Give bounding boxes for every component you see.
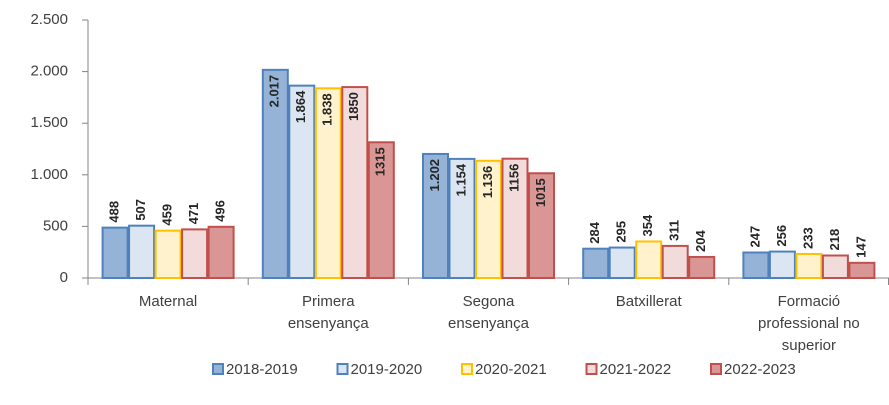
- legend-label: 2019-2020: [351, 361, 423, 378]
- bar: [688, 255, 716, 280]
- value-label: 256: [774, 225, 789, 247]
- value-label: 1156: [506, 164, 521, 192]
- bar: [635, 240, 663, 279]
- bar: [128, 224, 156, 279]
- bar: [314, 87, 342, 279]
- legend-label: 2018-2019: [226, 361, 298, 378]
- bar: [154, 229, 182, 279]
- value-label: 218: [827, 229, 842, 251]
- y-tick-label: 0: [60, 269, 68, 286]
- x-tick-label: Maternal: [139, 293, 197, 310]
- y-tick-label: 500: [43, 217, 68, 234]
- bar: [448, 157, 476, 279]
- value-label: 1850: [346, 92, 361, 121]
- bar: [661, 244, 689, 279]
- bar: [795, 252, 823, 280]
- bar: [288, 84, 316, 280]
- y-tick-label: 1.500: [30, 114, 68, 131]
- value-label: 233: [800, 227, 815, 249]
- value-label: 2.017: [267, 75, 282, 108]
- value-label: 354: [640, 214, 655, 236]
- x-tick-label: Formació professional no superior: [758, 293, 860, 354]
- bar: [422, 152, 449, 279]
- value-label: 496: [213, 200, 228, 222]
- bar: [181, 228, 209, 280]
- x-tick-label: Segona ensenyança: [448, 293, 530, 332]
- value-label: 488: [107, 201, 122, 223]
- bar: [608, 246, 636, 279]
- value-label: 1.136: [480, 166, 495, 199]
- value-label: 1.838: [320, 93, 335, 126]
- y-tick-label: 2.500: [30, 11, 68, 28]
- legend-swatch: [710, 363, 722, 375]
- legend-swatch: [336, 363, 349, 375]
- value-label: 284: [587, 221, 602, 243]
- bar: [582, 247, 610, 279]
- value-label: 1315: [373, 147, 388, 176]
- bar: [367, 141, 395, 279]
- bar: [475, 159, 502, 279]
- bar: [207, 225, 235, 280]
- y-tick-label: 2.000: [30, 63, 68, 80]
- y-tick-label: 1.000: [30, 166, 68, 183]
- value-label: 295: [614, 221, 629, 243]
- bar: [821, 254, 849, 279]
- value-label: 1.202: [427, 159, 442, 192]
- bar: [768, 250, 796, 279]
- value-label: 247: [747, 226, 762, 248]
- bar: [501, 157, 529, 280]
- value-label: 204: [693, 229, 708, 251]
- value-label: 471: [186, 203, 201, 225]
- x-tick-label: Primera ensenyança: [288, 293, 370, 332]
- legend-swatch: [212, 363, 224, 375]
- bar: [742, 251, 770, 279]
- legend-label: 2022-2023: [724, 361, 796, 378]
- legend-swatch: [585, 363, 598, 375]
- value-label: 147: [853, 236, 868, 258]
- x-tick-label: Batxillerat: [616, 293, 683, 310]
- value-label: 459: [160, 204, 175, 226]
- value-label: 1.864: [293, 90, 308, 123]
- bar: [261, 68, 289, 279]
- value-label: 507: [133, 199, 148, 221]
- legend-swatch: [461, 363, 473, 375]
- value-label: 1.154: [453, 163, 468, 196]
- bar: [848, 261, 876, 279]
- legend-label: 2020-2021: [475, 361, 547, 378]
- value-label: 1015: [533, 178, 548, 207]
- legend-label: 2021-2022: [600, 361, 672, 378]
- bar: [341, 86, 369, 279]
- value-label: 311: [667, 220, 682, 241]
- bar: [101, 226, 129, 279]
- bar: [528, 172, 555, 279]
